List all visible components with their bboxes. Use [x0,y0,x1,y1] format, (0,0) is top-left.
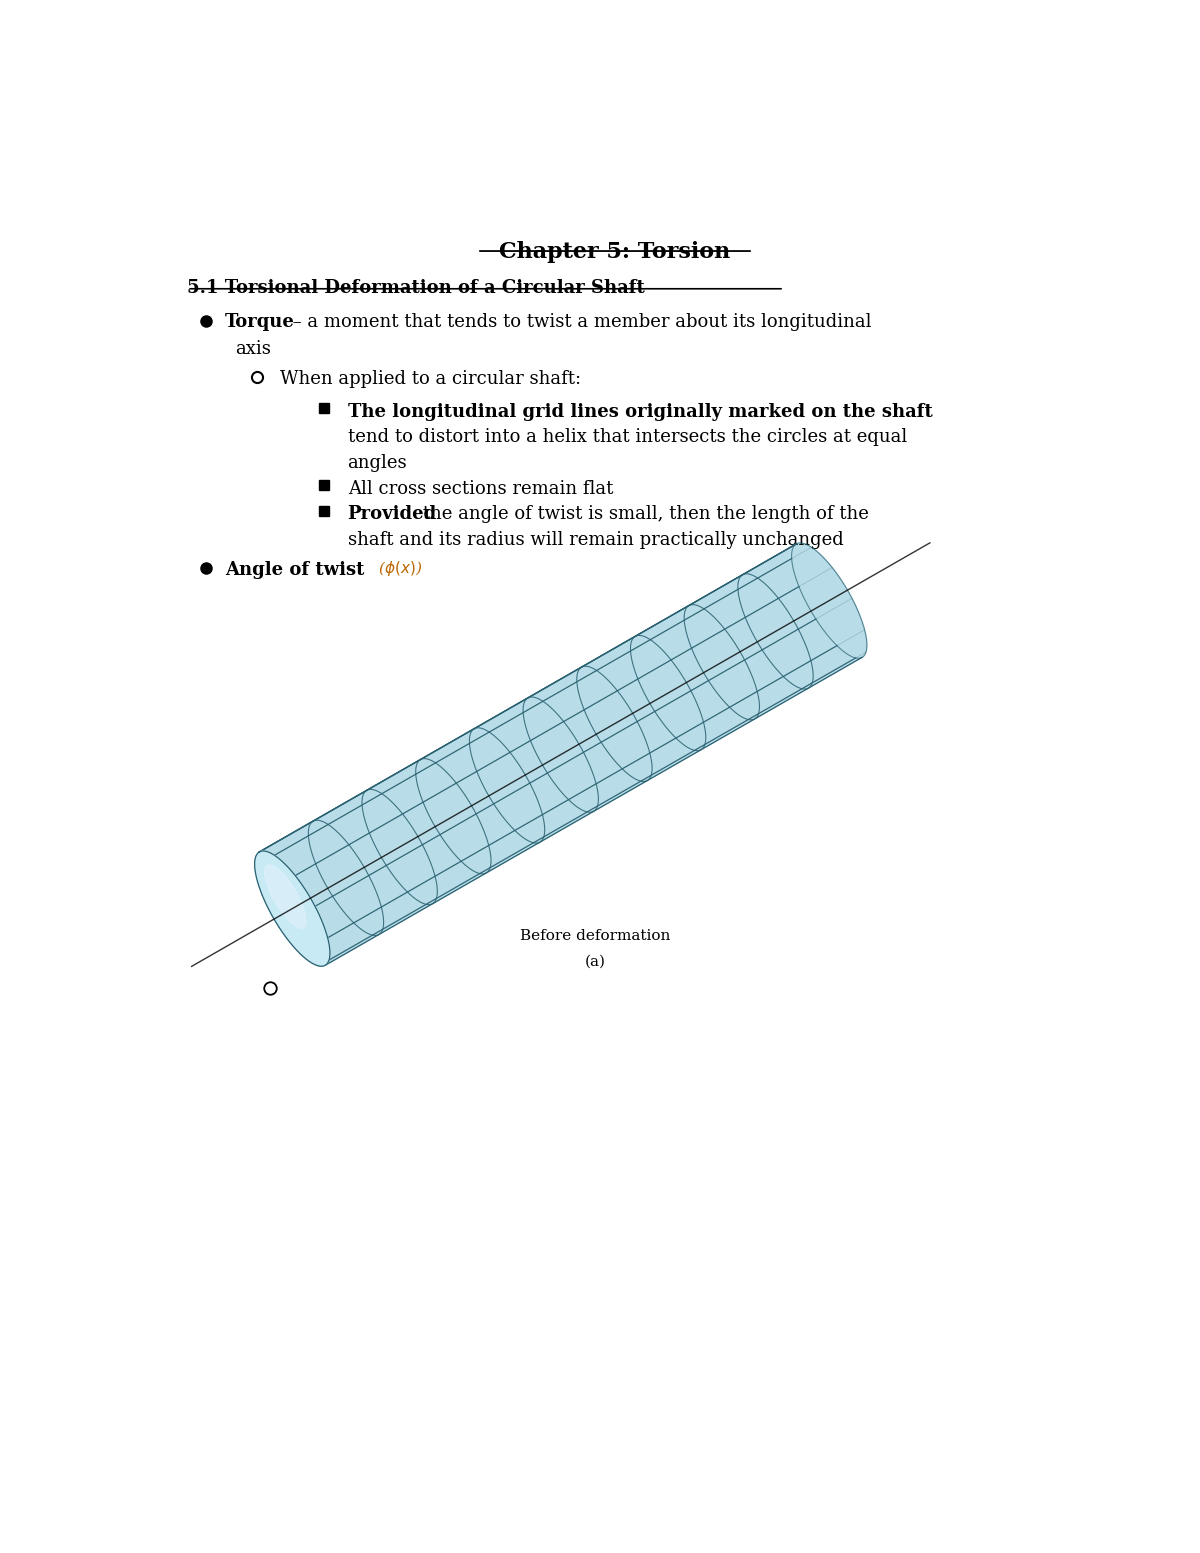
Text: axis: axis [235,340,271,357]
Text: ($\phi(x)$): ($\phi(x)$) [374,559,424,578]
Text: angles: angles [348,453,407,472]
Text: 5.1 Torsional Deformation of a Circular Shaft: 5.1 Torsional Deformation of a Circular … [187,278,644,297]
Text: (a): (a) [586,955,606,969]
Text: Provided: Provided [348,505,437,523]
Polygon shape [259,544,862,966]
Text: Chapter 5: Torsion: Chapter 5: Torsion [499,241,731,262]
Text: The longitudinal grid lines originally marked on the shaft: The longitudinal grid lines originally m… [348,402,932,421]
Text: Before deformation: Before deformation [521,929,671,943]
Text: tend to distort into a helix that intersects the circles at equal: tend to distort into a helix that inters… [348,429,907,446]
Polygon shape [264,865,306,929]
Polygon shape [254,851,330,966]
Text: – a moment that tends to twist a member about its longitudinal: – a moment that tends to twist a member … [287,314,871,331]
Polygon shape [792,544,866,658]
Text: the angle of twist is small, then the length of the: the angle of twist is small, then the le… [418,505,869,523]
Text: Torque: Torque [226,314,295,331]
Text: When applied to a circular shaft:: When applied to a circular shaft: [281,370,581,388]
Text: Angle of twist: Angle of twist [226,561,365,579]
Text: All cross sections remain flat: All cross sections remain flat [348,480,613,497]
Text: shaft and its radius will remain practically unchanged: shaft and its radius will remain practic… [348,531,844,548]
